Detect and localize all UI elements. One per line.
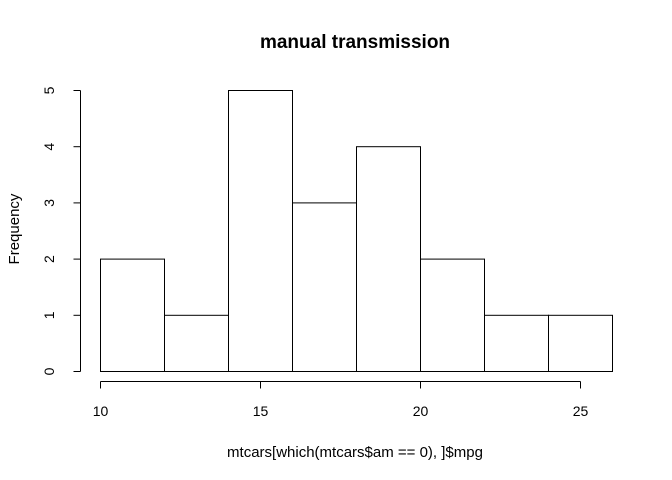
histogram-bar-2 [228,90,293,372]
y-axis-label: Frequency [6,193,23,264]
y-tick-label-4: 4 [41,143,57,151]
y-tick-label-0: 0 [41,367,57,375]
histogram-bar-3 [292,202,357,372]
x-tick-label-25: 25 [573,403,589,419]
chart-title: manual transmission [260,32,450,53]
histogram-bar-7 [548,314,613,372]
histogram-bar-4 [356,146,421,372]
x-axis-label: mtcars[which(mtcars$am == 0), ]$mpg [227,444,483,461]
y-axis: 0 1 2 3 4 5 [41,86,81,375]
x-tick-label-20: 20 [413,403,429,419]
y-tick-label-5: 5 [41,86,57,94]
x-axis: 10 15 20 25 [93,381,589,419]
bars-group [100,90,613,373]
x-tick-label-15: 15 [253,403,269,419]
y-tick-label-3: 3 [41,199,57,207]
histogram-bar-5 [420,258,485,373]
histogram-bar-6 [484,314,549,372]
y-tick-label-2: 2 [41,255,57,263]
x-tick-label-10: 10 [93,403,109,419]
histogram-bar-0 [100,258,165,373]
y-tick-label-1: 1 [41,311,57,319]
histogram-bar-1 [164,314,229,372]
